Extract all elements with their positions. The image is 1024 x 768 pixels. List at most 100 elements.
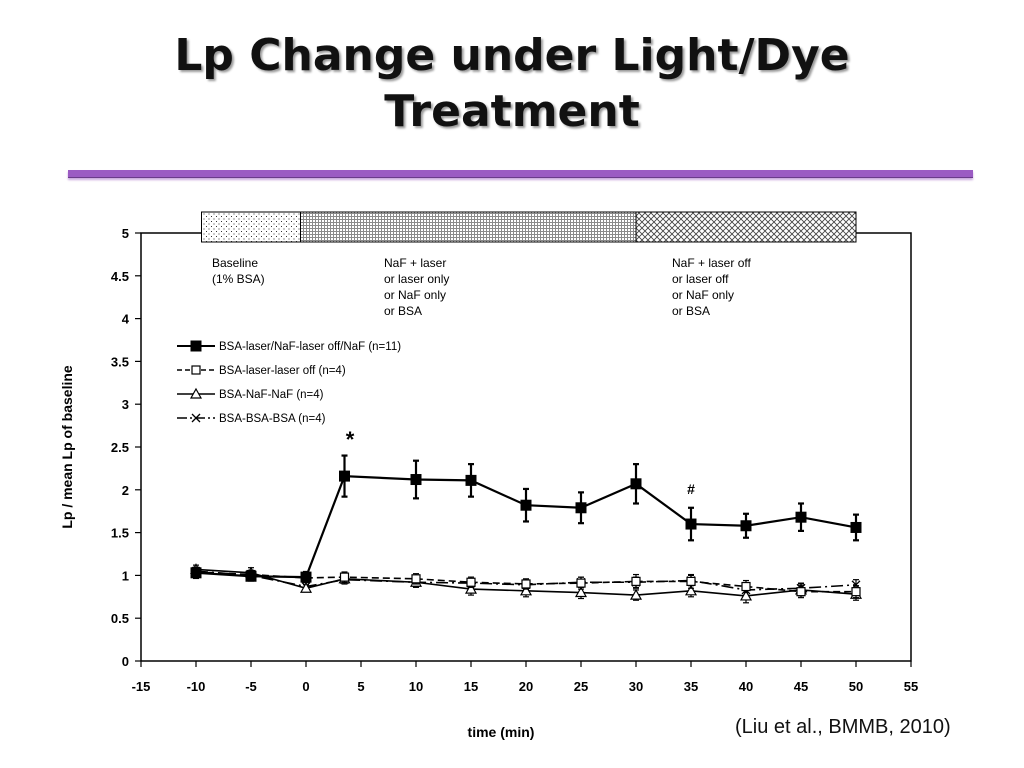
x-tick-label: 30: [629, 679, 643, 694]
data-point: [299, 582, 313, 593]
x-tick-label: 50: [849, 679, 863, 694]
legend-item-4: BSA-BSA-BSA (n=4): [177, 413, 326, 425]
data-point: [300, 571, 312, 583]
y-tick-label: 1: [122, 568, 129, 583]
x-tick-label: -15: [132, 679, 151, 694]
data-point: [521, 579, 531, 589]
legend-item-1: BSA-laser/NaF-laser off/NaF (n=11): [177, 340, 401, 353]
data-point: [464, 582, 478, 594]
annotations: *#: [346, 427, 695, 497]
x-tick-label: 15: [464, 679, 478, 694]
legend: BSA-laser/NaF-laser off/NaF (n=11) BSA-la…: [177, 340, 401, 425]
data-point: [629, 588, 643, 600]
phase-label-line: or laser only: [384, 272, 449, 286]
data-point: [574, 586, 588, 598]
y-tick-label: 3.5: [111, 354, 129, 369]
data-point: [520, 499, 532, 511]
y-tick-label: 0: [122, 654, 129, 669]
x-tick-label: 35: [684, 679, 698, 694]
x-tick-label: -10: [187, 679, 206, 694]
x-tick-label: 25: [574, 679, 588, 694]
phase-label-line: or laser off: [672, 272, 729, 286]
data-point: [631, 576, 641, 586]
data-point: [410, 474, 422, 486]
data-point: [796, 587, 806, 597]
data-point: [630, 478, 642, 490]
legend-item-3: BSA-NaF-NaF (n=4): [177, 387, 324, 401]
data-point: [684, 584, 698, 596]
legend-label: BSA-NaF-NaF (n=4): [219, 389, 324, 401]
phase-label-line: or NaF only: [672, 288, 734, 302]
phase-label-line: (1% BSA): [212, 272, 265, 286]
data-point: [685, 518, 697, 530]
series-layer: [189, 454, 863, 604]
y-tick-label: 4.5: [111, 269, 129, 284]
phase-bars: [201, 211, 857, 243]
y-tick-label: 1.5: [111, 526, 129, 541]
data-point: [575, 502, 587, 514]
annotation-2: #: [687, 481, 695, 497]
data-point: [686, 576, 696, 586]
x-tick-label: 40: [739, 679, 753, 694]
data-point: [795, 511, 807, 523]
phase-bar-3: [635, 211, 857, 243]
y-tick-label: 5: [122, 226, 129, 241]
y-axis: 0 0.5 1 1.5 2 2.5 3 3.5 4 4.5 5: [111, 226, 141, 669]
legend-label: BSA-laser-laser off (n=4): [219, 365, 346, 377]
y-tick-label: 2.5: [111, 440, 129, 455]
data-point: [576, 578, 586, 588]
x-tick-label: 55: [904, 679, 918, 694]
y-tick-label: 2: [122, 483, 129, 498]
y-tick-label: 3: [122, 397, 129, 412]
data-point: [739, 589, 753, 601]
data-point: [339, 470, 350, 482]
x-tick-label: 0: [302, 679, 309, 694]
data-point: [190, 340, 202, 352]
x-tick-label: -5: [245, 679, 257, 694]
citation: (Liu et al., BMMB, 2010): [735, 716, 951, 738]
x-tick-label: 20: [519, 679, 533, 694]
x-tick-label: 10: [409, 679, 423, 694]
page-title-line-2: Treatment: [384, 86, 640, 137]
data-point: [189, 387, 203, 399]
phase-label-line: or BSA: [384, 304, 422, 318]
phase-label-2: NaF + laser or laser only or NaF only or BS…: [384, 256, 449, 318]
annotation-1: *: [346, 427, 355, 452]
x-tick-label: 5: [357, 679, 364, 694]
data-point: [851, 587, 861, 597]
phase-bar-1: [201, 211, 301, 243]
phase-label-1: Baseline (1% BSA): [212, 256, 265, 286]
data-point: [741, 581, 751, 592]
phase-label-line: or NaF only: [384, 288, 446, 302]
data-point: [740, 520, 752, 532]
data-point: [519, 584, 533, 596]
data-point: [465, 474, 477, 486]
y-tick-label: 0.5: [111, 611, 129, 626]
y-axis-title: Lp / mean Lp of baseline: [59, 365, 75, 529]
data-point: [245, 570, 257, 582]
legend-label: BSA-BSA-BSA (n=4): [219, 413, 326, 425]
legend-item-2: BSA-laser-laser off (n=4): [177, 365, 346, 377]
data-point: [411, 574, 421, 584]
phase-label-line: or BSA: [672, 304, 710, 318]
y-tick-label: 4: [122, 312, 130, 327]
phase-bar-2: [300, 211, 637, 243]
page-title: Lp Change under Light/Dye Treatment: [0, 28, 1024, 140]
series-1: [190, 454, 862, 584]
phase-label-line: Baseline: [212, 256, 258, 270]
phase-label-line: NaF + laser: [384, 256, 446, 270]
data-point: [850, 521, 862, 533]
x-tick-label: 45: [794, 679, 808, 694]
x-axis-title: time (min): [468, 724, 535, 740]
title-divider: [68, 170, 973, 178]
data-point: [191, 413, 201, 423]
data-point: [339, 572, 350, 582]
data-point: [466, 577, 476, 587]
x-axis: -15 -10 -5 0 5 10 15 20 25 30 35 40 45 50 55: [132, 661, 918, 694]
phase-label-line: NaF + laser off: [672, 256, 751, 270]
data-point: [190, 567, 202, 579]
data-point: [191, 365, 201, 375]
legend-label: BSA-laser/NaF-laser off/NaF (n=11): [219, 341, 401, 353]
phase-labels: Baseline (1% BSA) NaF + laser or laser only…: [212, 256, 751, 318]
